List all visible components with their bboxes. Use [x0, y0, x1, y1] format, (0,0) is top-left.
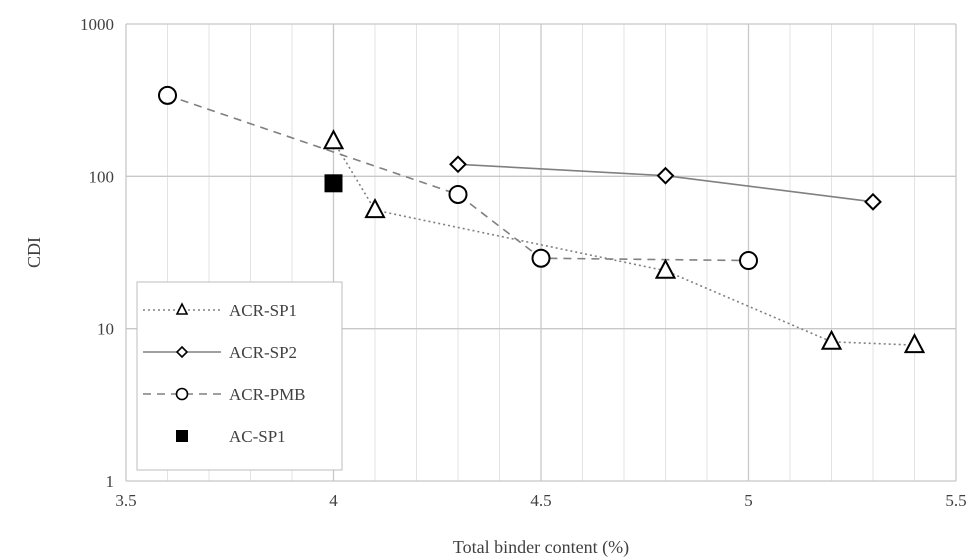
legend-item-acr-sp1: ACR-SP1 — [143, 301, 297, 320]
data-point-acr-sp2 — [864, 192, 882, 211]
series-markers — [158, 85, 926, 354]
data-point-acr-sp1 — [903, 332, 926, 354]
major-gridlines — [125, 23, 957, 482]
y-tick-label: 1000 — [80, 15, 114, 34]
legend-marker — [175, 387, 189, 401]
y-tick-label: 10 — [97, 320, 114, 339]
legend-label: AC-SP1 — [229, 427, 286, 446]
data-point-acr-pmb — [739, 251, 758, 271]
data-point-ac-sp1 — [324, 174, 343, 193]
data-point-acr-sp1 — [364, 197, 386, 219]
legend-marker — [176, 430, 188, 442]
data-point-acr-pmb — [448, 184, 468, 204]
legend: ACR-SP1 ACR-SP2 ACR-PMB AC-SP1 — [136, 281, 343, 471]
legend-item-acr-pmb: ACR-PMB — [143, 385, 306, 404]
data-point-acr-sp1 — [820, 329, 843, 350]
legend-item-ac-sp1: AC-SP1 — [176, 427, 286, 446]
data-point-acr-sp2 — [656, 166, 675, 185]
legend-marker — [175, 345, 189, 359]
x-tick-label: 4 — [329, 491, 338, 510]
data-point-acr-pmb — [531, 248, 551, 268]
data-point-acr-sp2 — [449, 155, 467, 174]
series-line-acr-sp1 — [332, 140, 915, 346]
x-tick-label: 5.5 — [945, 491, 966, 510]
x-tick-label: 4.5 — [530, 491, 551, 510]
legend-label: ACR-PMB — [229, 385, 306, 404]
legend-label: ACR-SP2 — [229, 343, 297, 362]
data-point-acr-pmb — [158, 85, 177, 105]
x-tick-label: 5 — [744, 491, 753, 510]
data-point-acr-sp1 — [654, 258, 677, 279]
y-axis-label: CDI — [24, 237, 44, 268]
x-tick-label: 3.5 — [115, 491, 136, 510]
tick-labels: 3.5 4 4.5 5 5.5 1 10 100 1000 — [80, 15, 967, 510]
legend-marker — [175, 302, 189, 315]
minor-gridlines — [167, 24, 915, 481]
legend-item-acr-sp2: ACR-SP2 — [143, 343, 297, 362]
x-axis-label: Total binder content (%) — [453, 537, 629, 557]
y-tick-label: 1 — [106, 472, 115, 491]
data-point-acr-sp1 — [322, 129, 345, 150]
y-tick-label: 100 — [89, 167, 115, 186]
legend-box — [136, 281, 343, 471]
legend-label: ACR-SP1 — [229, 301, 297, 320]
